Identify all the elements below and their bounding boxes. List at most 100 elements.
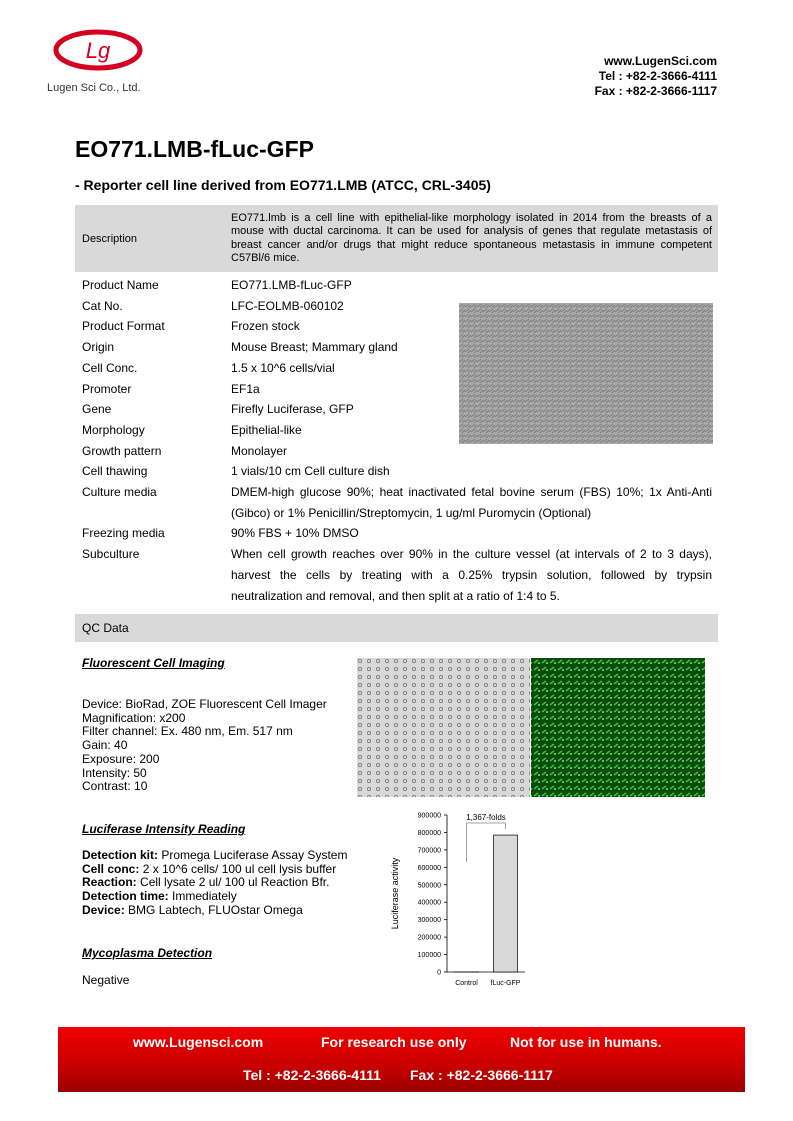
- spec-value: When cell growth reaches over 90% in the…: [231, 547, 712, 603]
- spec-row: Growth pattern Monolayer: [75, 441, 718, 462]
- spec-row: Morphology Epithelial-like: [75, 420, 718, 441]
- spec-value: EO771.LMB-fLuc-GFP: [231, 278, 352, 292]
- imaging-line: Magnification: x200: [82, 710, 186, 725]
- spec-value: Monolayer: [231, 443, 288, 458]
- luciferase-label: Detection kit:: [82, 848, 159, 862]
- imaging-heading: Fluorescent Cell Imaging: [82, 656, 225, 670]
- luciferase-text: BMG Labtech, FLUOstar Omega: [128, 902, 303, 917]
- imaging-line: Exposure: 200: [82, 751, 160, 766]
- spec-label: Subculture: [82, 547, 140, 562]
- spec-row: Cell thawing 1 vials/10 cm Cell culture d…: [75, 461, 718, 482]
- specs: Product Name EO771.LMB-fLuc-GFP Cat No. LFC…: [75, 275, 718, 606]
- luciferase-text: 2 x 10^6 cells/ 100 ul cell lysis buffer: [142, 861, 337, 876]
- spec-value: 1 vials/10 cm Cell culture dish: [231, 464, 390, 479]
- spec-row: Cat No. LFC-EOLMB-060102: [75, 296, 718, 317]
- y-axis-label: Luciferase activity: [390, 857, 400, 929]
- spec-row: Subculture When cell growth reaches over …: [75, 544, 718, 606]
- annotation: 1,367-folds: [466, 813, 506, 822]
- footer-note2: Not for use in humans.: [510, 1034, 662, 1050]
- spec-value: Firefly Luciferase, GFP: [231, 402, 354, 417]
- y-tick-label: 400000: [418, 900, 441, 907]
- luciferase-label: Device:: [82, 902, 125, 917]
- spec-row: Culture media DMEM-high glucose 90%; heat…: [75, 482, 718, 523]
- spec-label: Culture media: [82, 485, 157, 500]
- spec-row: Promoter EF1a: [75, 379, 718, 400]
- fluorescent-images: [357, 658, 705, 797]
- spec-value: Frozen stock: [231, 319, 300, 334]
- fax: Fax : +82-2-3666-1117: [594, 84, 717, 98]
- mycoplasma-heading: Mycoplasma Detection: [82, 946, 213, 960]
- description-text: EO771.lmb is a cell line with epithelial…: [231, 211, 712, 265]
- imaging-line: Gain: 40: [82, 738, 128, 753]
- y-tick-label: 600000: [418, 865, 441, 872]
- luciferase-text: Cell lysate 2 ul/ 100 ul Reaction Bfr.: [140, 875, 330, 890]
- tel: Tel : +82-2-3666-4111: [598, 69, 717, 83]
- mycoplasma-result: Negative: [82, 973, 130, 987]
- spec-label: Cell Conc.: [82, 360, 138, 375]
- y-tick-label: 100000: [418, 952, 441, 959]
- spec-label: Morphology: [82, 422, 145, 437]
- y-tick-label: 500000: [418, 882, 441, 889]
- spec-row: Product Format Frozen stock: [75, 316, 718, 337]
- luciferase-line: Cell conc: 2 x 10^6 cells/ 100 ul cell l…: [82, 861, 347, 877]
- spec-label: Gene: [82, 402, 112, 417]
- logo: Lg: [53, 29, 143, 71]
- spec-row: Product Name EO771.LMB-fLuc-GFP: [75, 275, 718, 296]
- spec-label: Product Name: [82, 278, 159, 292]
- logo-text: Lg: [86, 38, 111, 63]
- spec-label: Origin: [82, 340, 115, 355]
- annotation-bracket: [466, 822, 506, 862]
- subtitle: - Reporter cell line derived from EO771.…: [75, 177, 491, 193]
- spec-label: Freezing media: [82, 526, 165, 541]
- chart: 0 100000 200000 300000 400000 500000 600000 700…: [390, 813, 525, 987]
- company: Lugen Sci Co., Ltd.: [47, 82, 141, 94]
- luciferase-details: Detection kit: Promega Luciferase Assay …: [82, 848, 348, 918]
- x-tick-label: Control: [455, 980, 478, 987]
- spec-label: Growth pattern: [82, 443, 162, 458]
- luciferase-text: Immediately: [172, 889, 237, 904]
- cell-image: [459, 303, 713, 444]
- spec-label: Cell thawing: [82, 464, 148, 479]
- luciferase-line: Device: BMG Labtech, FLUOstar Omega: [82, 902, 347, 918]
- imaging-line: Filter channel: Ex. 480 nm, Em. 517 nm: [82, 724, 293, 739]
- qc-label: QC Data: [75, 614, 718, 642]
- footer-tel: Tel : +82-2-3666-4111: [243, 1067, 381, 1083]
- imaging-line: Contrast: 10: [82, 779, 148, 794]
- luciferase-label: Detection time:: [82, 889, 169, 904]
- luciferase-line: Detection kit: Promega Luciferase Assay …: [82, 848, 348, 863]
- y-tick-label: 200000: [418, 935, 441, 942]
- spec-value: EF1a: [231, 381, 260, 396]
- footer-website: www.Lugensci.com: [133, 1034, 264, 1050]
- luciferase-heading: Luciferase Intensity Reading: [82, 822, 246, 836]
- luciferase-line: Detection time: Immediately: [82, 889, 347, 904]
- y-tick-label: 300000: [418, 917, 441, 924]
- y-tick-label: 700000: [418, 847, 441, 854]
- spec-label: Cat No.: [82, 298, 123, 313]
- x-tick-label: fLuc-GFP: [491, 980, 521, 987]
- spec-row: Cell Conc. 1.5 x 10^6 cells/vial: [75, 358, 718, 379]
- description-label: Description: [82, 232, 138, 245]
- spec-label: Promoter: [82, 381, 132, 396]
- imaging-line: Device: BioRad, ZOE Fluorescent Cell Ima…: [82, 697, 327, 711]
- spec-value: LFC-EOLMB-060102: [231, 298, 344, 313]
- website: www.LugenSci.com: [604, 54, 717, 68]
- y-tick-label: 0: [437, 970, 441, 977]
- spec-value: Epithelial-like: [231, 422, 302, 437]
- imaging-line: Intensity: 50: [82, 765, 147, 780]
- bar: [493, 834, 518, 973]
- spec-row: Gene Firefly Luciferase, GFP: [75, 399, 718, 420]
- spec-row: Freezing media 90% FBS + 10% DMSO: [75, 523, 718, 544]
- luciferase-label: Reaction:: [82, 875, 137, 890]
- footer-note1: For research use only: [321, 1034, 467, 1050]
- title: EO771.LMB-fLuc-GFP: [75, 136, 314, 162]
- y-tick-label: 900000: [418, 813, 441, 820]
- luciferase-text: Promega Luciferase Assay System: [161, 848, 348, 862]
- footer-fax: Fax : +82-2-3666-1117: [410, 1067, 553, 1083]
- spec-value: DMEM-high glucose 90%; heat inactivated …: [231, 485, 712, 520]
- y-tick-label: 800000: [418, 830, 441, 837]
- spec-row: Origin Mouse Breast; Mammary gland: [75, 337, 718, 358]
- spec-value: 1.5 x 10^6 cells/vial: [231, 360, 335, 375]
- contact: www.LugenSci.com Tel : +82-2-3666-4111 F…: [595, 54, 717, 99]
- spec-value: Mouse Breast; Mammary gland: [231, 340, 398, 355]
